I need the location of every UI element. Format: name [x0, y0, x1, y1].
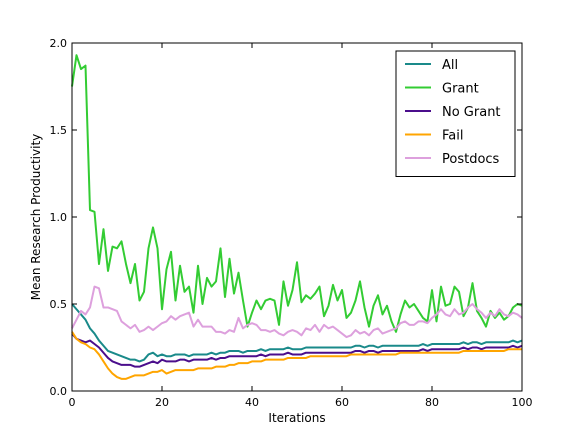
series-line-fail [71, 331, 522, 380]
y-tick-label: 1.0 [50, 211, 68, 224]
x-tick-label: 20 [155, 396, 169, 409]
series-line-grant [71, 54, 523, 333]
y-tick-label: 0.0 [50, 385, 68, 398]
legend: All Grant No Grant Fail Postdocs [395, 50, 516, 177]
x-axis-label: Iterations [268, 411, 325, 425]
y-tick-label: 2.0 [50, 37, 68, 50]
legend-box [395, 50, 516, 177]
axes: 0 20 40 60 80 100 0.0 0.5 1.0 1.5 2.0 [50, 37, 533, 409]
x-tick-label: 100 [512, 396, 533, 409]
series-line-no-grant [71, 332, 523, 368]
legend-label-postdocs: Postdocs [442, 152, 500, 167]
legend-label-grant: Grant [442, 82, 479, 97]
legend-label-no-grant: No Grant [442, 105, 501, 120]
y-tick-label: 1.5 [50, 124, 68, 137]
y-axis-label: Mean Research Productivity [29, 134, 43, 301]
x-tick-label: 80 [425, 396, 439, 409]
x-tick-label: 0 [69, 396, 76, 409]
series-line-all [71, 303, 523, 363]
y-tick-label: 0.5 [50, 298, 68, 311]
x-tick-label: 60 [335, 396, 349, 409]
series-line-postdocs [71, 285, 523, 339]
x-tick-label: 40 [245, 396, 259, 409]
legend-label-fail: Fail [442, 129, 463, 144]
plot-area [71, 54, 523, 380]
legend-label-all: All [442, 58, 458, 73]
